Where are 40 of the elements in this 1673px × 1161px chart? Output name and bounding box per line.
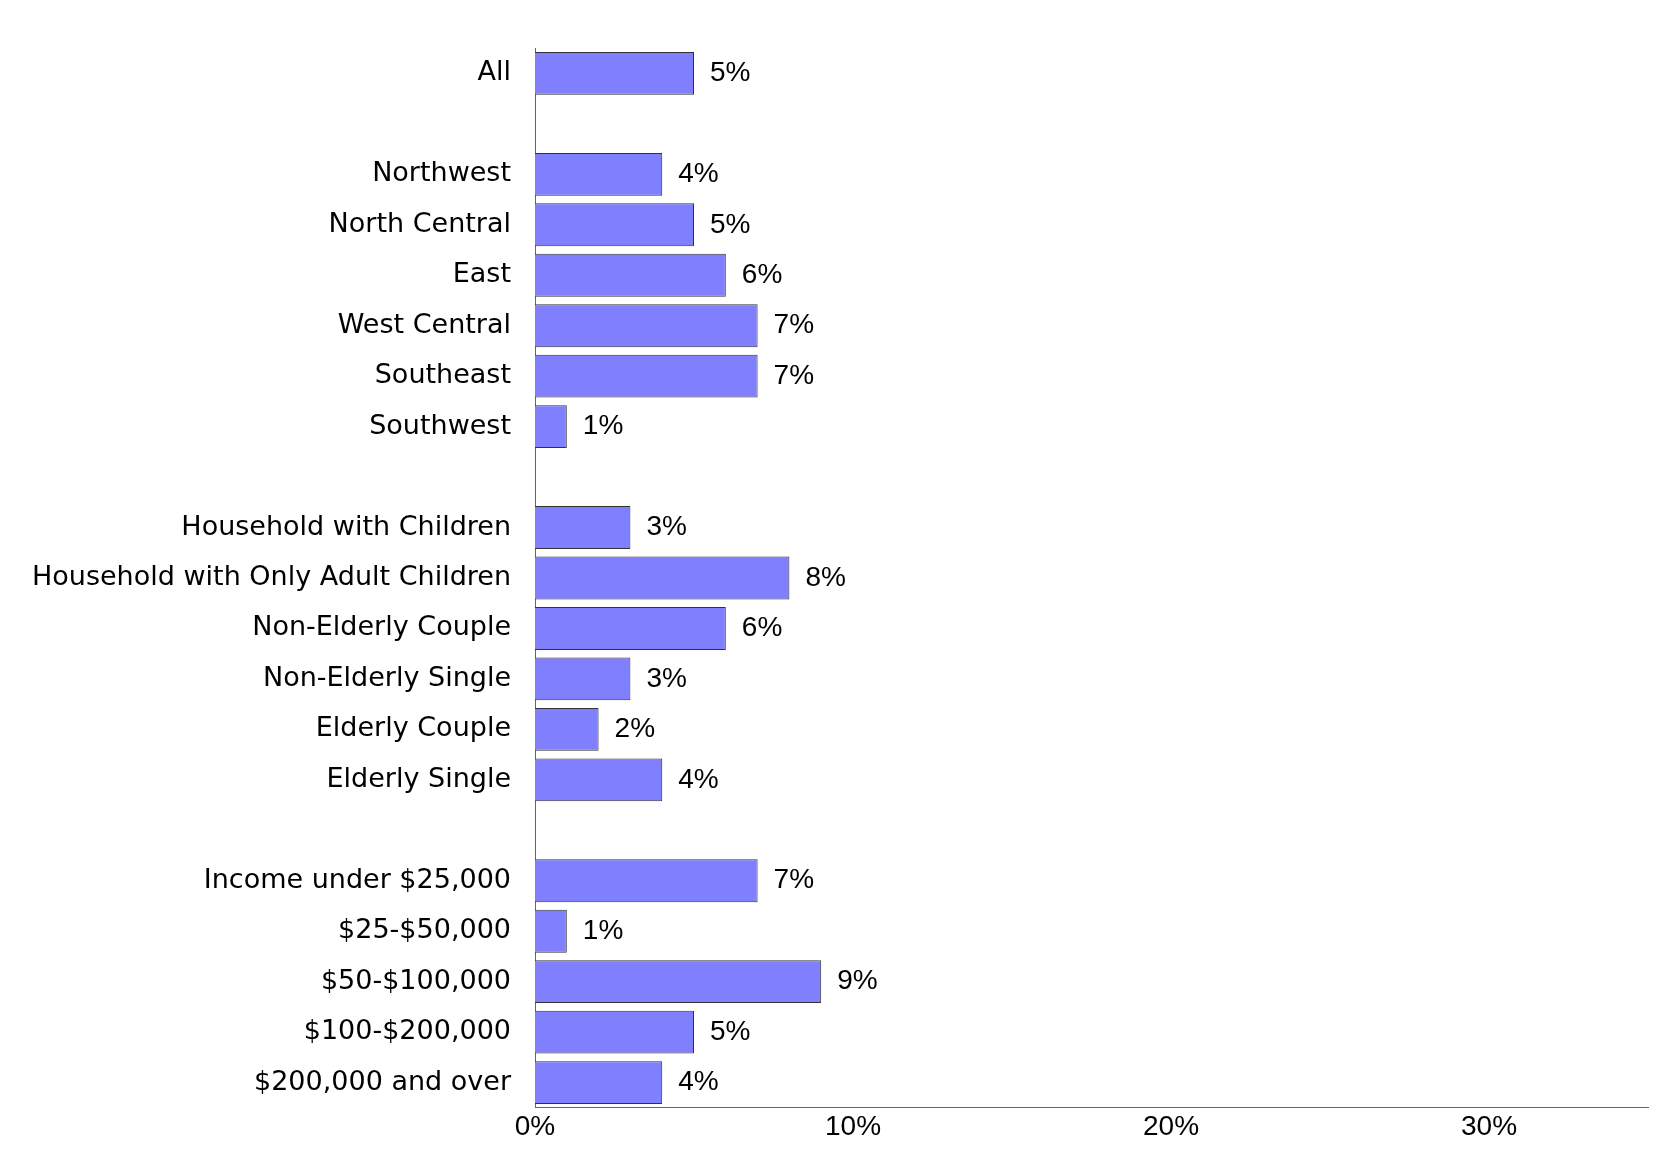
- data-label: 5%: [710, 207, 751, 239]
- data-label: 7%: [773, 358, 815, 390]
- y-tick-label: $200,000 and over: [254, 1064, 512, 1096]
- x-tick-label: 0%: [514, 1110, 556, 1142]
- y-tick-label: Elderly Couple: [315, 711, 512, 743]
- y-tick-label: West Central: [337, 307, 512, 339]
- data-label: 4%: [678, 762, 719, 794]
- x-tick-label: 20%: [1142, 1110, 1200, 1142]
- data-label: 6%: [741, 257, 783, 289]
- y-tick-label: Non-Elderly Couple: [252, 610, 512, 642]
- y-tick-label: $50-$100,000: [320, 963, 512, 995]
- y-tick-label: Income under $25,000: [203, 862, 512, 894]
- data-label: 5%: [710, 1014, 751, 1046]
- data-label: 9%: [837, 964, 878, 996]
- y-tick-label: Southeast: [374, 358, 512, 390]
- data-label: 3%: [646, 510, 687, 542]
- data-label: 6%: [741, 611, 783, 643]
- x-tick-label: 10%: [824, 1110, 882, 1142]
- data-label: 1%: [582, 409, 624, 441]
- y-tick-label: Non-Elderly Single: [262, 660, 512, 692]
- data-label: 1%: [582, 913, 624, 945]
- y-tick-label: East: [452, 257, 512, 289]
- data-label: 4%: [678, 157, 719, 189]
- y-tick-label: Southwest: [369, 408, 512, 440]
- y-tick-label: $100-$200,000: [303, 1014, 512, 1046]
- data-label: 3%: [646, 661, 687, 693]
- y-tick-label: Northwest: [372, 156, 512, 188]
- y-tick-label: Household with Only Adult Children: [32, 560, 512, 592]
- data-label: 4%: [678, 1065, 719, 1097]
- y-tick-label: $25-$50,000: [338, 913, 512, 945]
- y-tick-label: Household with Children: [181, 509, 512, 541]
- data-label: 7%: [773, 863, 815, 895]
- data-label: 7%: [773, 308, 815, 340]
- data-label: 5%: [710, 56, 751, 88]
- x-tick-label: 30%: [1460, 1110, 1518, 1142]
- data-label: 8%: [805, 560, 846, 592]
- data-label: 2%: [614, 712, 656, 744]
- y-tick-label: North Central: [328, 206, 512, 238]
- y-tick-label: Elderly Single: [326, 761, 512, 793]
- y-tick-label: All: [477, 55, 512, 87]
